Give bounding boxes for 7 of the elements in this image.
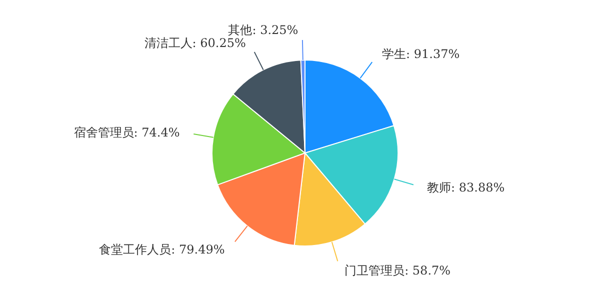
- slice-label: 教师: 83.88%: [427, 180, 505, 195]
- slice-label: 学生: 91.37%: [382, 47, 460, 62]
- slice-label: 其他: 3.25%: [228, 23, 298, 38]
- slice-label: 宿舍管理员: 74.4%: [74, 125, 180, 140]
- slice-label: 门卫管理员: 58.7%: [344, 264, 451, 278]
- slice-label: 食堂工作人员: 79.49%: [99, 242, 225, 257]
- slice-label: 清洁工人: 60.25%: [144, 36, 246, 50]
